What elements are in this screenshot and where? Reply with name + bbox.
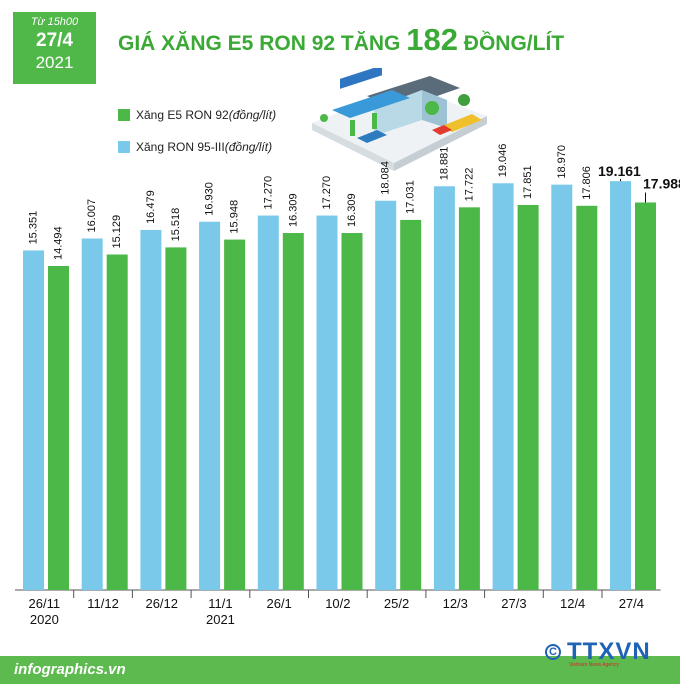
bar-e5 bbox=[282, 233, 304, 590]
x-tick-label: 26/12 bbox=[145, 596, 178, 611]
bar-ron95 bbox=[199, 221, 221, 590]
legend-swatch-e5 bbox=[118, 109, 130, 121]
svg-text:PETROL: PETROL bbox=[344, 91, 369, 97]
title-number: 182 bbox=[406, 22, 458, 57]
value-label: 17.270 bbox=[321, 176, 333, 210]
legend-label-ron95: Xăng RON 95-III bbox=[136, 140, 225, 154]
bar-e5 bbox=[48, 266, 69, 590]
agency-logo: C TTXVN Vietnam News Agency bbox=[545, 638, 651, 668]
value-label: 14.494 bbox=[53, 226, 65, 260]
value-label: 17.722 bbox=[463, 168, 475, 202]
x-tick-label: 26/1 bbox=[266, 596, 291, 611]
value-label: 19.046 bbox=[497, 144, 509, 178]
value-label: 16.479 bbox=[145, 190, 157, 224]
bar-ron95 bbox=[375, 200, 397, 590]
x-tick-label: 12/3 bbox=[443, 596, 468, 611]
value-label: 15.351 bbox=[28, 211, 40, 245]
legend-label-e5: Xăng E5 RON 92 bbox=[136, 108, 229, 122]
title-suffix: ĐỒNG/LÍT bbox=[457, 32, 565, 55]
legend-unit-e5: (đồng/lít) bbox=[228, 108, 277, 122]
x-tick-label: 12/4 bbox=[560, 596, 585, 611]
copyright-icon: C bbox=[545, 644, 561, 660]
bar-ron95 bbox=[433, 186, 455, 590]
bar-ron95 bbox=[492, 183, 514, 590]
bar-e5 bbox=[635, 202, 656, 590]
value-label: 18.970 bbox=[556, 145, 568, 179]
value-label: 15.948 bbox=[229, 200, 241, 234]
bar-ron95 bbox=[257, 215, 279, 590]
time-label: Từ 15h00 bbox=[30, 16, 79, 28]
footer-bar bbox=[0, 656, 680, 684]
x-tick-label: 27/4 bbox=[619, 596, 644, 611]
year-label: 2021 bbox=[35, 53, 74, 72]
value-label: 16.309 bbox=[346, 193, 358, 227]
agency-logo-text: TTXVN bbox=[567, 638, 651, 665]
value-label: 16.309 bbox=[287, 193, 299, 227]
legend-unit-ron95: (đồng/lít) bbox=[224, 140, 273, 154]
value-label: 15.129 bbox=[111, 215, 123, 249]
petrol-station-illustration: PETROL bbox=[312, 68, 487, 171]
value-label: 16.007 bbox=[86, 199, 98, 233]
footer-site: infographics.vn bbox=[14, 661, 126, 678]
bar-ron95 bbox=[23, 250, 44, 590]
bar-ron95 bbox=[140, 229, 162, 590]
value-label: 18.084 bbox=[380, 161, 392, 195]
chart-title: GIÁ XĂNG E5 RON 92 TĂNG 182 ĐỒNG/LÍT bbox=[118, 22, 564, 58]
x-tick-label: 2021 bbox=[206, 612, 235, 627]
x-tick-label: 2020 bbox=[30, 612, 59, 627]
value-label: 17.806 bbox=[581, 166, 593, 200]
value-label: 17.031 bbox=[405, 180, 417, 214]
bar-e5 bbox=[517, 204, 539, 590]
bar-e5 bbox=[165, 247, 187, 590]
agency-name: Vietnam News Agency bbox=[569, 662, 619, 668]
bar-e5 bbox=[224, 239, 246, 590]
value-label: 17.270 bbox=[262, 176, 274, 210]
x-tick-label: 11/12 bbox=[87, 596, 119, 611]
bar-ron95 bbox=[610, 181, 631, 590]
value-label: 16.930 bbox=[204, 182, 216, 216]
bar-ron95 bbox=[81, 238, 103, 590]
x-tick-label: 26/11 bbox=[29, 596, 61, 611]
bar-e5 bbox=[341, 233, 363, 590]
value-label-highlight: 19.161 bbox=[598, 163, 641, 179]
bar-e5 bbox=[400, 219, 422, 590]
title-prefix: GIÁ XĂNG E5 RON 92 TĂNG bbox=[118, 32, 407, 55]
x-tick-label: 10/2 bbox=[325, 596, 350, 611]
value-label-highlight: 17.988 bbox=[643, 175, 680, 191]
bar-ron95 bbox=[316, 215, 338, 590]
value-label: 17.851 bbox=[522, 165, 534, 199]
legend-swatch-ron95 bbox=[118, 141, 130, 153]
bar-e5 bbox=[576, 205, 598, 591]
value-label: 18.881 bbox=[438, 147, 450, 181]
date-badge: Từ 15h00 27/4 2021 bbox=[13, 12, 96, 84]
x-tick-label: 25/2 bbox=[384, 596, 409, 611]
legend-item-ron95: Xăng RON 95-III (đồng/lít) bbox=[118, 140, 272, 154]
date-label: 27/4 bbox=[36, 30, 73, 51]
x-tick-label: 11/1 bbox=[208, 596, 232, 611]
legend-item-e5: Xăng E5 RON 92 (đồng/lít) bbox=[118, 108, 276, 122]
bar-e5 bbox=[458, 207, 480, 590]
x-tick-label: 27/3 bbox=[501, 596, 526, 611]
bar-e5 bbox=[106, 254, 128, 591]
bar-ron95 bbox=[551, 184, 573, 591]
value-label: 15.518 bbox=[170, 208, 182, 242]
